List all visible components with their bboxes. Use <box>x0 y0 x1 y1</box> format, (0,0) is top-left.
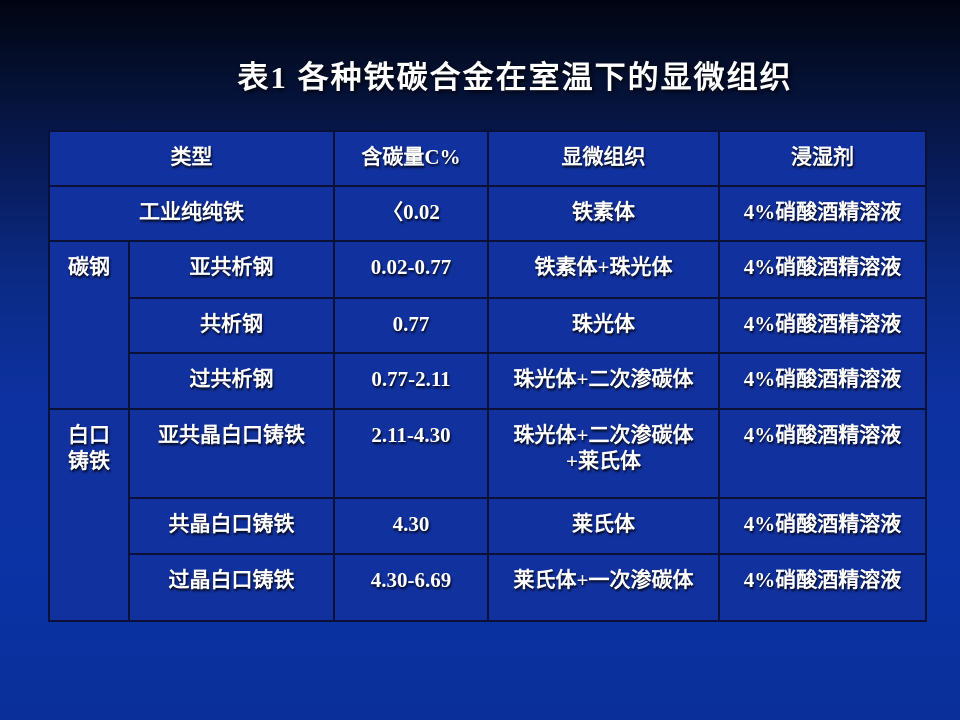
header-cell-type: 类型 <box>48 130 335 187</box>
cell-subtype: 共析钢 <box>128 297 335 354</box>
cell-carbon: 0.77-2.11 <box>333 352 489 410</box>
table-row: 碳钢 亚共析钢 0.02-0.77 铁素体+珠光体 4%硝酸酒精溶液 <box>48 240 927 410</box>
cell-micro: 铁素体+珠光体 <box>487 240 720 299</box>
cell-etchant: 4%硝酸酒精溶液 <box>718 185 927 242</box>
table-row: 过共析钢 0.77-2.11 珠光体+二次渗碳体 4%硝酸酒精溶液 <box>49 352 927 410</box>
table-row: 工业纯纯铁 〈0.02 铁素体 4%硝酸酒精溶液 <box>48 185 927 242</box>
cell-subtype: 共晶白口铸铁 <box>128 497 335 555</box>
header-cell-carbon: 含碳量C% <box>333 130 489 187</box>
cell-etchant: 4%硝酸酒精溶液 <box>718 352 927 410</box>
cell-micro: 莱氏体 <box>487 497 720 555</box>
cell-carbon: 4.30 <box>333 497 489 555</box>
cell-subtype: 亚共析钢 <box>128 240 335 299</box>
table-row: 白口 铸铁 亚共晶白口铸铁 2.11-4.30 珠光体+二次渗碳体 +莱氏体 4… <box>48 408 927 622</box>
cell-subtype: 过共析钢 <box>128 352 335 410</box>
cell-etchant: 4%硝酸酒精溶液 <box>718 553 927 622</box>
cell-carbon: 2.11-4.30 <box>333 408 489 499</box>
cell-micro: 铁素体 <box>487 185 720 242</box>
header-cell-microstructure: 显微组织 <box>487 130 720 187</box>
cell-category-carbon-steel: 碳钢 <box>48 240 130 410</box>
cell-etchant: 4%硝酸酒精溶液 <box>718 240 927 299</box>
header-cell-etchant: 浸湿剂 <box>718 130 927 187</box>
cell-micro: 珠光体+二次渗碳体 <box>487 352 720 410</box>
cell-subtype: 工业纯纯铁 <box>48 185 335 242</box>
cell-micro: 莱氏体+一次渗碳体 <box>487 553 720 622</box>
table-row: 共晶白口铸铁 4.30 莱氏体 4%硝酸酒精溶液 <box>49 497 927 555</box>
cell-etchant: 4%硝酸酒精溶液 <box>718 408 927 499</box>
slide-title: 表1 各种铁碳合金在室温下的显微组织 <box>237 60 793 95</box>
cell-subtype: 过晶白口铸铁 <box>128 553 335 622</box>
cell-etchant: 4%硝酸酒精溶液 <box>718 297 927 354</box>
table-row: 共析钢 0.77 珠光体 4%硝酸酒精溶液 <box>49 297 927 354</box>
cell-carbon: 0.77 <box>333 297 489 354</box>
cell-carbon: 4.30-6.69 <box>333 553 489 622</box>
cell-etchant: 4%硝酸酒精溶液 <box>718 497 927 555</box>
alloy-table: 类型 含碳量C% 显微组织 浸湿剂 工业纯纯铁 〈0.02 铁素体 4%硝酸酒精… <box>48 130 927 622</box>
cell-micro: 珠光体 <box>487 297 720 354</box>
table-row: 过晶白口铸铁 4.30-6.69 莱氏体+一次渗碳体 4%硝酸酒精溶液 <box>49 553 927 622</box>
cell-carbon: 〈0.02 <box>333 185 489 242</box>
cell-micro: 珠光体+二次渗碳体 +莱氏体 <box>487 408 720 499</box>
cell-subtype: 亚共晶白口铸铁 <box>128 408 335 499</box>
cell-category-white-cast-iron: 白口 铸铁 <box>48 408 130 622</box>
table-header-row: 类型 含碳量C% 显微组织 浸湿剂 <box>48 130 927 187</box>
cell-carbon: 0.02-0.77 <box>333 240 489 299</box>
